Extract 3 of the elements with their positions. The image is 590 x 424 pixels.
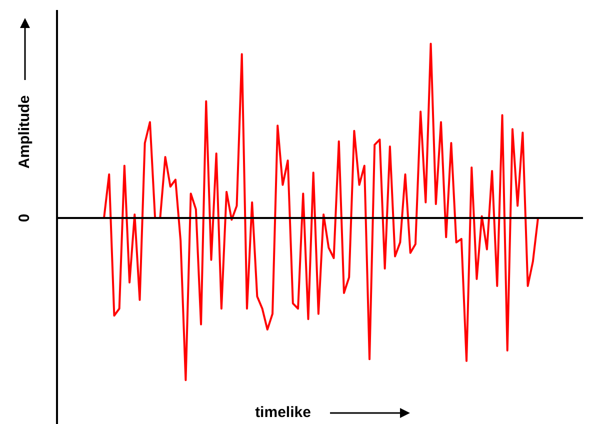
y-axis-title: Amplitude [16, 95, 34, 169]
text: 0 [16, 214, 34, 222]
x-axis-title: timelike [255, 404, 311, 422]
